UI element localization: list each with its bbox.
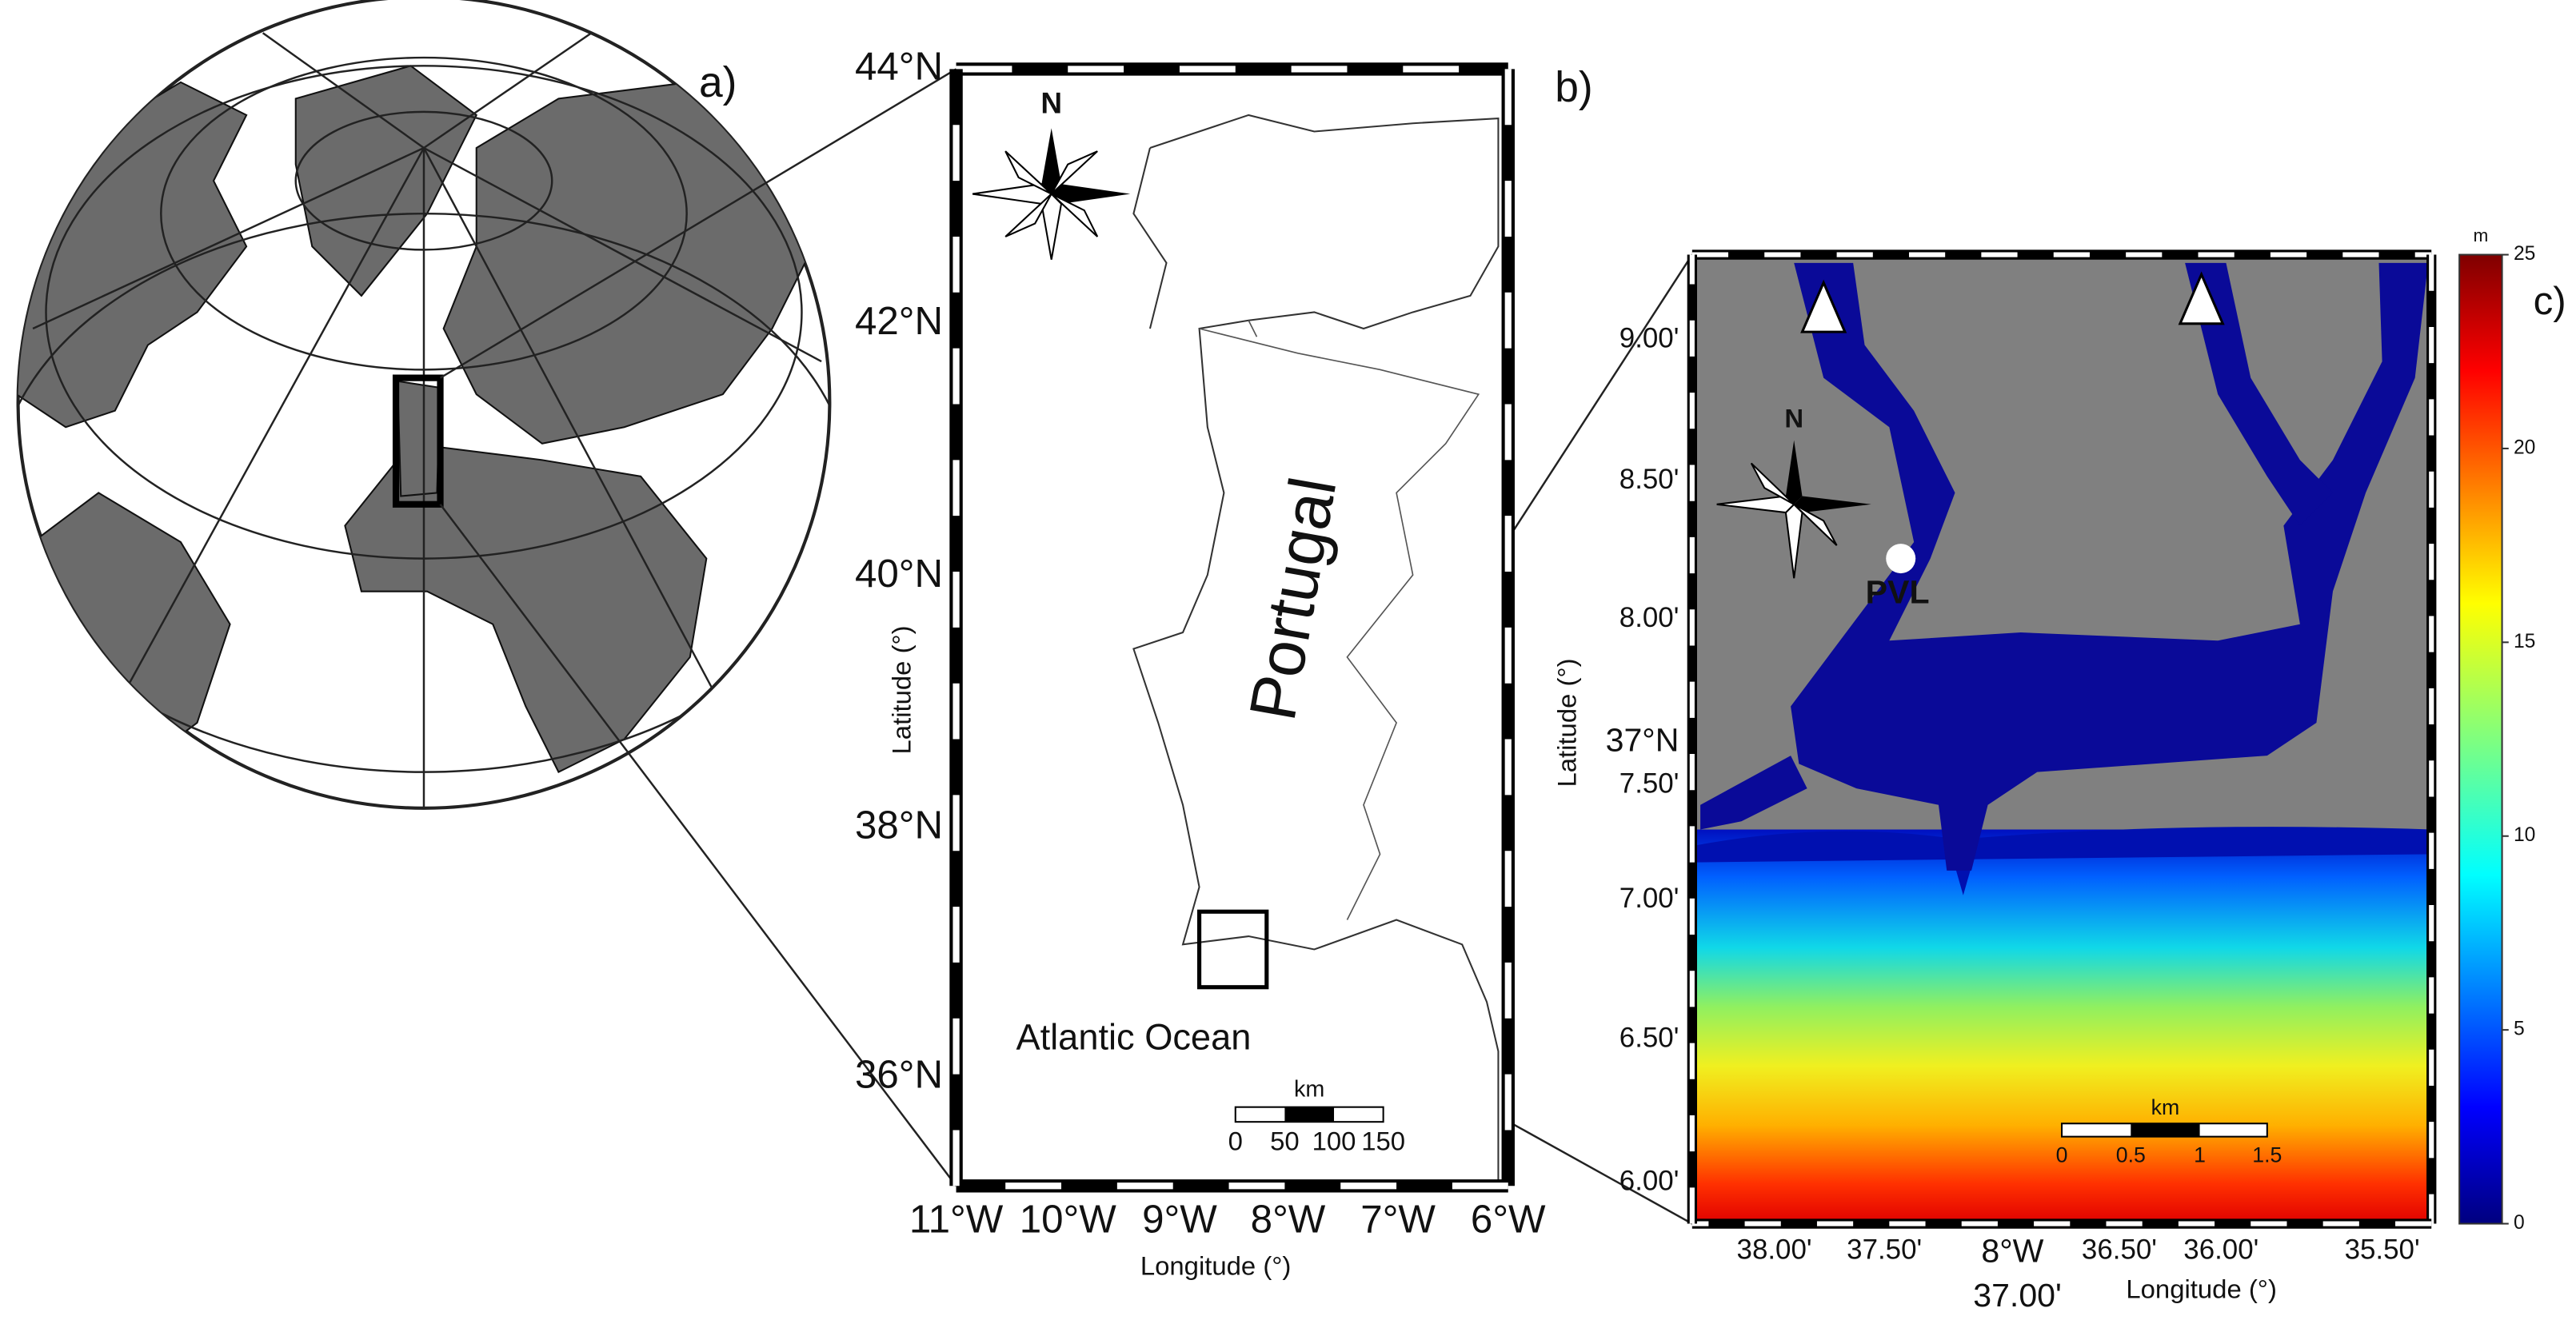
x-tick-label: 9°W <box>1142 1198 1217 1242</box>
lon-center-label: 37.00' <box>1973 1277 2062 1314</box>
scale-tick-label: 1.5 <box>2252 1143 2282 1166</box>
map-lagoon <box>1691 254 2432 1224</box>
colorbar-tick-label: 10 <box>2514 824 2535 846</box>
colorbar-unit: m <box>2473 225 2488 245</box>
x-tick-label: 10°W <box>1020 1198 1117 1242</box>
colorbar-tick-label: 15 <box>2514 631 2535 652</box>
x-tick-label: 6°W <box>1471 1198 1546 1242</box>
y-tick-label: 8.00' <box>1619 602 1679 633</box>
x-tick-label: 36.00' <box>2183 1234 2258 1266</box>
colorbar-tick-label: 25 <box>2514 243 2535 265</box>
scale-tick-label: 100 <box>1312 1127 1356 1156</box>
colorbar-tick-label: 0 <box>2514 1212 2525 1234</box>
x-tick-label: 35.50' <box>2345 1234 2420 1266</box>
globe <box>16 0 832 810</box>
y-tick-label: 6.00' <box>1619 1165 1679 1196</box>
map-portugal <box>956 69 1508 1186</box>
y-tick-label: 8.50' <box>1619 464 1679 495</box>
panel-label: c) <box>2534 279 2566 323</box>
panel-label: b) <box>1555 64 1592 111</box>
lat-center-label: 37°N <box>1606 722 1679 759</box>
y-tick-label: 42°N <box>855 299 943 343</box>
x-tick-label: 8°W <box>1251 1198 1326 1242</box>
panel-label: a) <box>699 59 737 106</box>
scale-tick-label: 0.5 <box>2116 1143 2146 1166</box>
station-marker <box>1886 544 1916 574</box>
y-tick-label: 7.00' <box>1619 883 1679 914</box>
x-tick-label: 37.50' <box>1847 1234 1922 1266</box>
scale-bar-c <box>2061 1123 2268 1138</box>
axis-label: Longitude (°) <box>2126 1274 2277 1303</box>
lon-center-label: 8°W <box>1981 1232 2043 1269</box>
y-tick-label: 44°N <box>855 44 943 88</box>
scale-unit: km <box>1294 1077 1324 1103</box>
colorbar-tick-label: 20 <box>2514 437 2535 458</box>
compass-label: N <box>1040 86 1062 119</box>
axis-label: Latitude (°) <box>1552 658 1581 787</box>
ocean-label: Atlantic Ocean <box>1016 1016 1251 1057</box>
scale-tick-label: 1 <box>2194 1143 2206 1166</box>
x-tick-label: 7°W <box>1360 1198 1436 1242</box>
colorbar-tick-label: 5 <box>2514 1019 2525 1040</box>
y-tick-label: 6.50' <box>1619 1023 1679 1054</box>
x-tick-label: 11°W <box>909 1198 1004 1242</box>
y-tick-label: 9.00' <box>1619 323 1679 354</box>
station-label: PVL <box>1866 574 1930 611</box>
x-tick-label: 36.50' <box>2082 1234 2157 1266</box>
y-tick-label: 7.50' <box>1619 768 1679 799</box>
scale-bar-b <box>1234 1106 1384 1123</box>
x-tick-label: 38.00' <box>1737 1234 1812 1266</box>
scale-tick-label: 0 <box>1228 1127 1243 1156</box>
colorbar <box>2458 253 2503 1225</box>
compass-c <box>1716 440 1871 579</box>
scale-tick-label: 50 <box>1270 1127 1300 1156</box>
scale-unit: km <box>2151 1095 2180 1119</box>
axis-label: Longitude (°) <box>1140 1251 1292 1281</box>
axis-label: Latitude (°) <box>887 625 917 754</box>
compass-b <box>972 128 1131 260</box>
y-tick-label: 38°N <box>855 803 943 847</box>
y-tick-label: 40°N <box>855 552 943 596</box>
compass-label: N <box>1784 404 1803 433</box>
scale-tick-label: 150 <box>1361 1127 1405 1156</box>
y-tick-label: 36°N <box>855 1053 943 1097</box>
scale-tick-label: 0 <box>2056 1143 2068 1166</box>
